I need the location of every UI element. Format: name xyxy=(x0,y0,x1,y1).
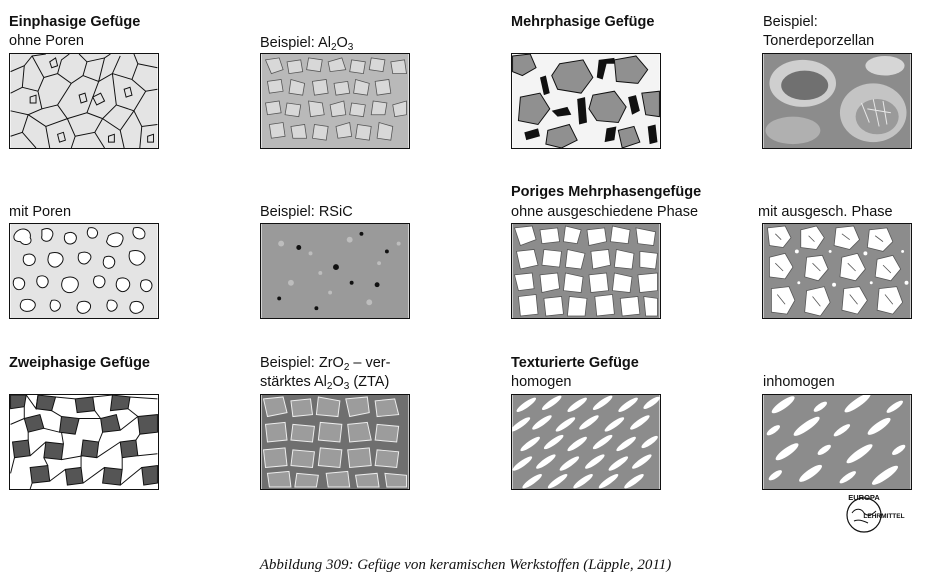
panel-poriges-ohne xyxy=(511,223,661,319)
label-texturiert-sub: homogen xyxy=(511,374,572,390)
panel-poriges-mit xyxy=(762,223,912,319)
panel-texturiert-homogen xyxy=(511,394,661,490)
panel-beispiel-zta xyxy=(260,394,410,490)
label-zta-1: Beispiel: ZrO2 – ver- xyxy=(260,355,391,373)
label-mit-poren: mit Poren xyxy=(9,204,72,220)
label-einphasig-sub: ohne Poren xyxy=(9,33,84,49)
europa-lehrmittel-logo: EUROPA LEHRMITTEL xyxy=(838,493,908,535)
figure-caption: Abbildung 309: Gefüge von keramischen We… xyxy=(259,557,672,573)
label-beispiel-toner-2: Tonerdeporzellan xyxy=(763,33,875,49)
porous-multiphase-drawing xyxy=(512,224,660,318)
label-beispiel-al2o3: Beispiel: Al2O3 xyxy=(260,35,354,53)
textured-homogeneous-drawing xyxy=(512,395,660,489)
multiphase-drawing xyxy=(512,54,660,148)
panel-mehrphasig xyxy=(511,53,661,149)
label-zweiphasig-title: Zweiphasige Gefüge xyxy=(9,355,150,371)
panel-einphasig-ohne-poren xyxy=(9,53,159,149)
label-beispiel-rsic: Beispiel: RSiC xyxy=(260,204,353,220)
two-phase-drawing xyxy=(10,395,158,489)
porous-structure-drawing xyxy=(10,224,158,318)
panel-beispiel-rsic xyxy=(260,223,410,319)
grain-structure-drawing xyxy=(10,54,158,148)
panel-beispiel-al2o3 xyxy=(260,53,410,149)
label-mehrphasig-title: Mehrphasige Gefüge xyxy=(511,14,655,30)
panel-tonerdeporzellan xyxy=(762,53,912,149)
label-zta-2: stärktes Al2O3 (ZTA) xyxy=(260,374,390,392)
label-texturiert-title: Texturierte Gefüge xyxy=(511,355,639,371)
label-beispiel-toner-1: Beispiel: xyxy=(763,14,818,30)
micrograph-rsic xyxy=(261,224,409,318)
textured-inhomogeneous-drawing xyxy=(763,395,911,489)
publisher-logo-graphic: EUROPA LEHRMITTEL xyxy=(846,493,905,533)
label-poriges-sub: ohne ausgeschiedene Phase xyxy=(511,204,699,220)
porous-precipitated-drawing xyxy=(763,224,911,318)
label-mit-ausgesch: mit ausgesch. Phase xyxy=(758,204,893,220)
logo-text-bottom: LEHRMITTEL xyxy=(863,513,904,520)
panel-mit-poren xyxy=(9,223,159,319)
micrograph-zta xyxy=(261,395,409,489)
label-inhomogen: inhomogen xyxy=(763,374,835,390)
micrograph-tonerdeporzellan xyxy=(763,54,911,148)
panel-texturiert-inhomogen xyxy=(762,394,912,490)
panel-zweiphasig xyxy=(9,394,159,490)
label-einphasig-title: Einphasige Gefüge xyxy=(9,14,141,30)
label-poriges-title: Poriges Mehrphasengefüge xyxy=(511,184,702,200)
logo-text-top: EUROPA xyxy=(848,493,880,502)
micrograph-al2o3 xyxy=(261,54,409,148)
